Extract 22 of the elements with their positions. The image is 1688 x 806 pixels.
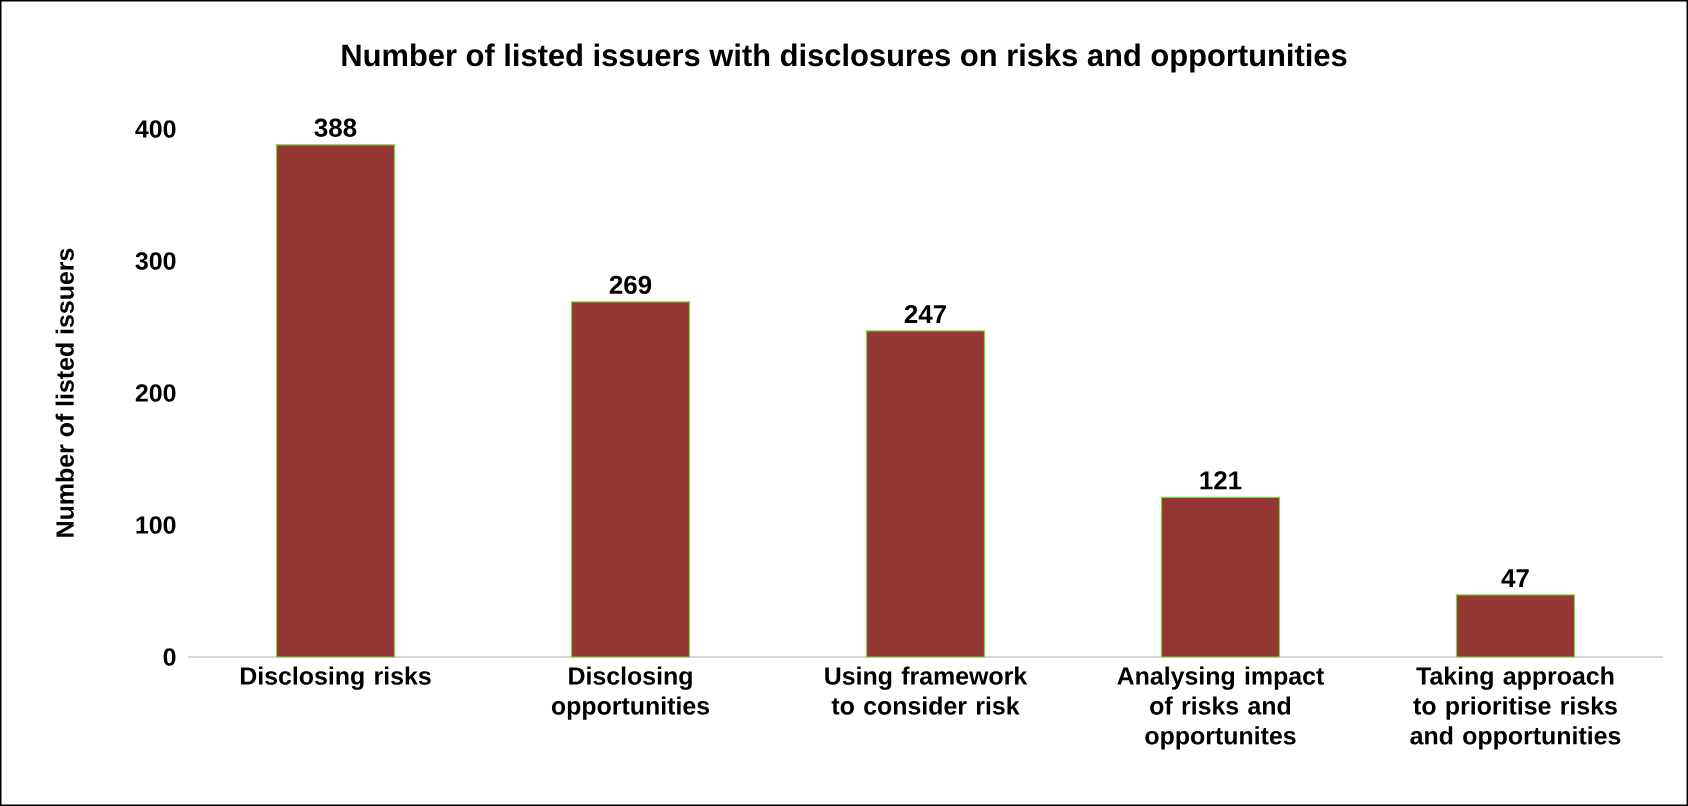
y-axis-title: Number of listed issuers [55, 248, 74, 537]
y-tick-label: 400 [135, 120, 176, 138]
bar [865, 330, 986, 658]
y-tick-label: 100 [136, 516, 176, 534]
bar [275, 144, 396, 658]
bar [570, 301, 691, 658]
data-label: 269 [609, 275, 652, 294]
x-tick-label: Analysing impact of risks and opportunites [1117, 666, 1324, 750]
data-label: 121 [1200, 471, 1242, 490]
y-tick-label: 200 [135, 384, 176, 402]
data-label: 247 [904, 304, 946, 324]
bar [1455, 594, 1576, 658]
bar [1160, 496, 1281, 658]
chart-title: Number of listed issuers with disclosures on risks and opportunities [342, 43, 1347, 73]
data-label: 388 [314, 118, 357, 137]
x-tick-label: Using framework to consider risk [825, 666, 1028, 715]
x-tick-label: Disclosing opportunities [551, 666, 710, 720]
y-tick-label: 0 [163, 648, 176, 666]
y-tick-label: 300 [135, 252, 176, 270]
data-label: 47 [1501, 569, 1529, 588]
x-tick-label: Taking approach to prioritise risks and opportunities [1410, 666, 1621, 750]
x-tick-label: Disclosing risks [240, 666, 431, 690]
